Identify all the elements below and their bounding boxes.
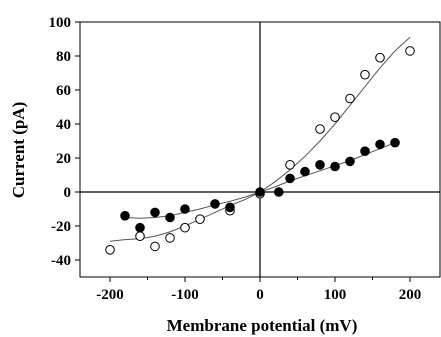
filled-circle-point xyxy=(375,139,385,150)
filled-circle-point xyxy=(315,160,325,170)
y-tick-label: 80 xyxy=(56,49,71,65)
filled-circle-point xyxy=(300,166,310,177)
axes xyxy=(75,21,440,282)
x-axis-title: Membrane potential (mV) xyxy=(167,316,358,335)
x-tick-label: 100 xyxy=(324,287,347,303)
open-circle-point xyxy=(285,160,295,170)
open-circle-point xyxy=(375,52,385,63)
y-tick-label: 40 xyxy=(56,117,71,133)
filled-circle-point xyxy=(210,199,220,209)
x-tick-label: 0 xyxy=(256,287,264,303)
filled-circle-point xyxy=(273,187,284,197)
open-circle-point xyxy=(405,46,415,56)
filled-circle-point xyxy=(225,202,235,213)
y-tick-label: -40 xyxy=(51,253,71,269)
open-circle-point xyxy=(360,69,370,80)
y-tick-label: 60 xyxy=(56,83,71,99)
open-circle-point xyxy=(345,93,355,104)
data-points xyxy=(105,46,415,255)
open-circle-point xyxy=(315,124,325,134)
y-tick-label: 0 xyxy=(64,185,72,201)
filled-circle-point xyxy=(135,222,145,233)
y-tick-label: -20 xyxy=(51,219,71,235)
open-circle-point xyxy=(165,233,175,243)
filled-circle-point xyxy=(390,137,400,148)
open-circle-point xyxy=(105,245,115,255)
filled-circle-point xyxy=(120,211,130,221)
open-circle-point xyxy=(150,241,160,252)
filled-circle-point xyxy=(360,146,370,156)
open-circle-point xyxy=(195,214,205,224)
open-circle-point xyxy=(135,231,145,241)
filled-circle-point xyxy=(255,187,265,197)
open-circle-point xyxy=(330,112,340,122)
open-circle-point xyxy=(180,222,190,233)
y-tick-label: 100 xyxy=(49,15,72,31)
filled-circle-point xyxy=(330,161,340,172)
x-tick-label: 200 xyxy=(399,287,422,303)
x-tick-label: -200 xyxy=(96,287,124,303)
filled-circle-point xyxy=(180,204,190,214)
filled-circle-point xyxy=(345,156,355,167)
filled-circle-point xyxy=(285,173,295,184)
filled-circle-point xyxy=(150,207,160,218)
filled-circle-point xyxy=(165,212,175,223)
y-axis-title: Current (pA) xyxy=(9,102,28,198)
x-tick-label: -100 xyxy=(171,287,199,303)
y-tick-label: 20 xyxy=(56,151,71,167)
